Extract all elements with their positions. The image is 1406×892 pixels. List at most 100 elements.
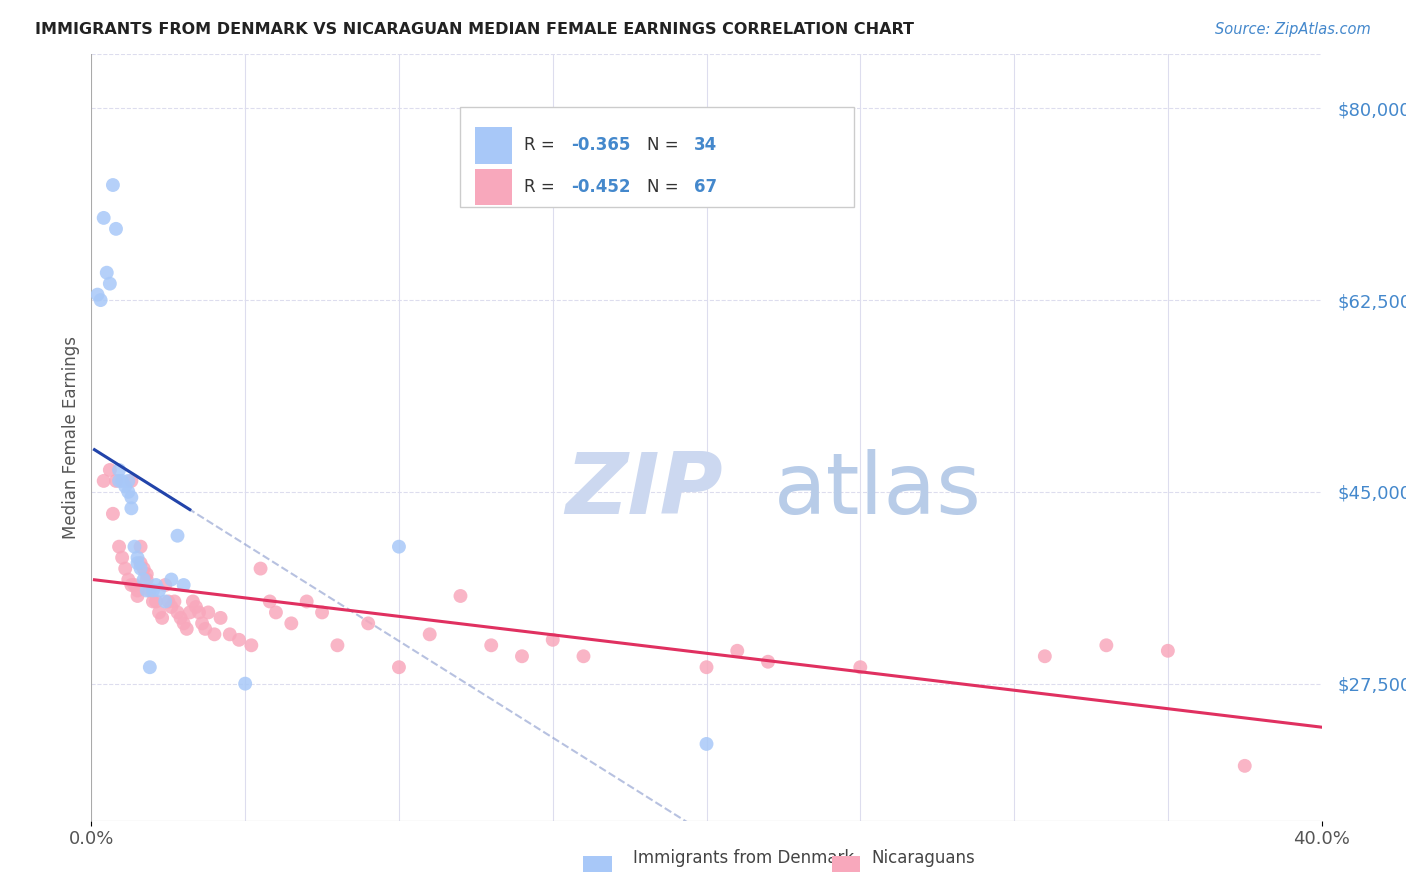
Text: -0.452: -0.452 [571, 178, 631, 196]
Point [160, 599, 183, 614]
Point [114, 479, 136, 493]
Point [449, 589, 471, 603]
Point [173, 616, 195, 631]
Point [388, 540, 411, 554]
Point [150, 611, 173, 625]
Point [120, 491, 142, 505]
Point [142, 594, 165, 608]
Point [157, 594, 180, 608]
Point [111, 550, 134, 565]
Point [105, 474, 127, 488]
Point [153, 578, 177, 592]
Bar [475, 169, 512, 205]
Point [111, 474, 134, 488]
Point [173, 578, 195, 592]
Point [179, 606, 201, 620]
Point [233, 676, 256, 690]
Text: IMMIGRANTS FROM DENMARK VS NICARAGUAN MEDIAN FEMALE EARNINGS CORRELATION CHART: IMMIGRANTS FROM DENMARK VS NICARAGUAN ME… [35, 22, 914, 37]
Text: ZIP: ZIP [565, 450, 723, 533]
Point [93, 211, 115, 225]
Text: 67: 67 [695, 178, 717, 196]
Point [479, 638, 502, 652]
Point [142, 583, 165, 598]
Point [86, 287, 108, 301]
Y-axis label: Median Female Earnings: Median Female Earnings [62, 335, 80, 539]
Point [96, 266, 118, 280]
Point [129, 561, 152, 575]
Point [541, 632, 564, 647]
Point [148, 606, 170, 620]
Point [117, 484, 139, 499]
Point [135, 573, 157, 587]
Point [696, 737, 718, 751]
Point [127, 556, 149, 570]
Text: N =: N = [647, 136, 685, 154]
Point [108, 474, 131, 488]
Point [145, 578, 167, 592]
Point [145, 594, 167, 608]
Point [124, 578, 146, 592]
Point [197, 606, 219, 620]
Point [129, 540, 152, 554]
Point [93, 474, 115, 488]
Point [132, 561, 155, 575]
Point [249, 561, 271, 575]
Point [101, 507, 124, 521]
Point [572, 649, 595, 664]
Point [127, 583, 149, 598]
Text: N =: N = [647, 178, 685, 196]
Point [280, 616, 302, 631]
Point [120, 578, 142, 592]
Text: Immigrants from Denmark: Immigrants from Denmark [633, 849, 853, 867]
Point [510, 649, 533, 664]
Point [209, 611, 232, 625]
Text: R =: R = [524, 178, 561, 196]
Point [139, 660, 162, 674]
Point [160, 573, 183, 587]
Point [127, 589, 149, 603]
Point [357, 616, 380, 631]
Text: Source: ZipAtlas.com: Source: ZipAtlas.com [1215, 22, 1371, 37]
Text: Nicaraguans: Nicaraguans [872, 849, 976, 867]
Point [166, 529, 188, 543]
Point [105, 222, 127, 236]
Point [166, 606, 188, 620]
Point [194, 622, 217, 636]
Point [120, 474, 142, 488]
Point [756, 655, 779, 669]
Point [1095, 638, 1118, 652]
Point [388, 660, 411, 674]
Point [129, 556, 152, 570]
Point [135, 583, 157, 598]
Point [108, 540, 131, 554]
Point [184, 599, 207, 614]
Point [202, 627, 225, 641]
Text: 34: 34 [695, 136, 717, 154]
Point [132, 573, 155, 587]
Point [228, 632, 250, 647]
Point [127, 550, 149, 565]
Point [1033, 649, 1056, 664]
Point [101, 178, 124, 192]
Point [90, 293, 112, 307]
Point [191, 616, 214, 631]
Point [1157, 644, 1180, 658]
Point [696, 660, 718, 674]
Point [139, 583, 162, 598]
Point [98, 463, 121, 477]
Point [120, 501, 142, 516]
Point [114, 561, 136, 575]
Point [124, 540, 146, 554]
Point [181, 594, 204, 608]
Point [169, 611, 191, 625]
Text: -0.365: -0.365 [571, 136, 630, 154]
Point [311, 606, 333, 620]
Point [264, 606, 287, 620]
FancyBboxPatch shape [460, 107, 853, 207]
Point [148, 583, 170, 598]
Point [188, 606, 211, 620]
Point [419, 627, 441, 641]
Point [295, 594, 318, 608]
Point [135, 567, 157, 582]
Point [240, 638, 263, 652]
